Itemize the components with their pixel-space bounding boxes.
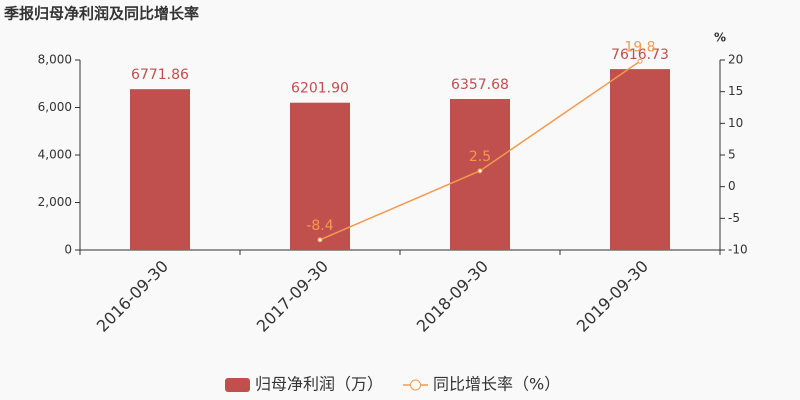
legend-swatch: [225, 378, 250, 392]
legend-swatch-point: [410, 379, 422, 391]
y2-tick-label: -10: [728, 243, 748, 257]
line-value-label: -8.4: [306, 218, 333, 234]
bar-value-label: 6201.90: [291, 81, 349, 97]
line-point: [477, 168, 483, 174]
line-point: [317, 237, 323, 243]
y-tick-label: 0: [64, 243, 72, 257]
y-tick-label: 8,000: [38, 53, 72, 67]
y-tick-label: 6,000: [38, 100, 72, 114]
legend-item: 同比增长率（%）: [403, 375, 560, 394]
y-tick-label: 2,000: [38, 195, 72, 209]
bar: [290, 102, 350, 251]
bar-value-label: 6771.86: [131, 67, 189, 83]
y2-tick-label: 0: [728, 179, 736, 193]
y2-tick-label: 20: [728, 53, 743, 67]
y2-tick-label: -5: [728, 211, 740, 225]
line-point: [637, 58, 643, 64]
bar: [450, 99, 510, 250]
y-tick-label: 4,000: [38, 148, 72, 162]
legend-label: 同比增长率（%）: [433, 375, 560, 394]
line-value-label: 2.5: [469, 149, 491, 165]
legend-label: 归母净利润（万）: [255, 375, 383, 394]
legend-item: 归母净利润（万）: [225, 375, 383, 394]
bar: [130, 89, 190, 250]
y2-tick-label: 5: [728, 148, 736, 162]
y2-tick-label: 10: [728, 116, 743, 130]
y2-tick-label: 15: [728, 84, 743, 98]
y2-unit: %: [714, 31, 726, 45]
line-value-label: 19.8: [624, 39, 655, 55]
chart-title: 季报归母净利润及同比增长率: [4, 5, 199, 23]
bar-value-label: 7616.73: [611, 47, 669, 63]
bar: [610, 69, 670, 250]
bar-value-label: 6357.68: [451, 77, 509, 93]
